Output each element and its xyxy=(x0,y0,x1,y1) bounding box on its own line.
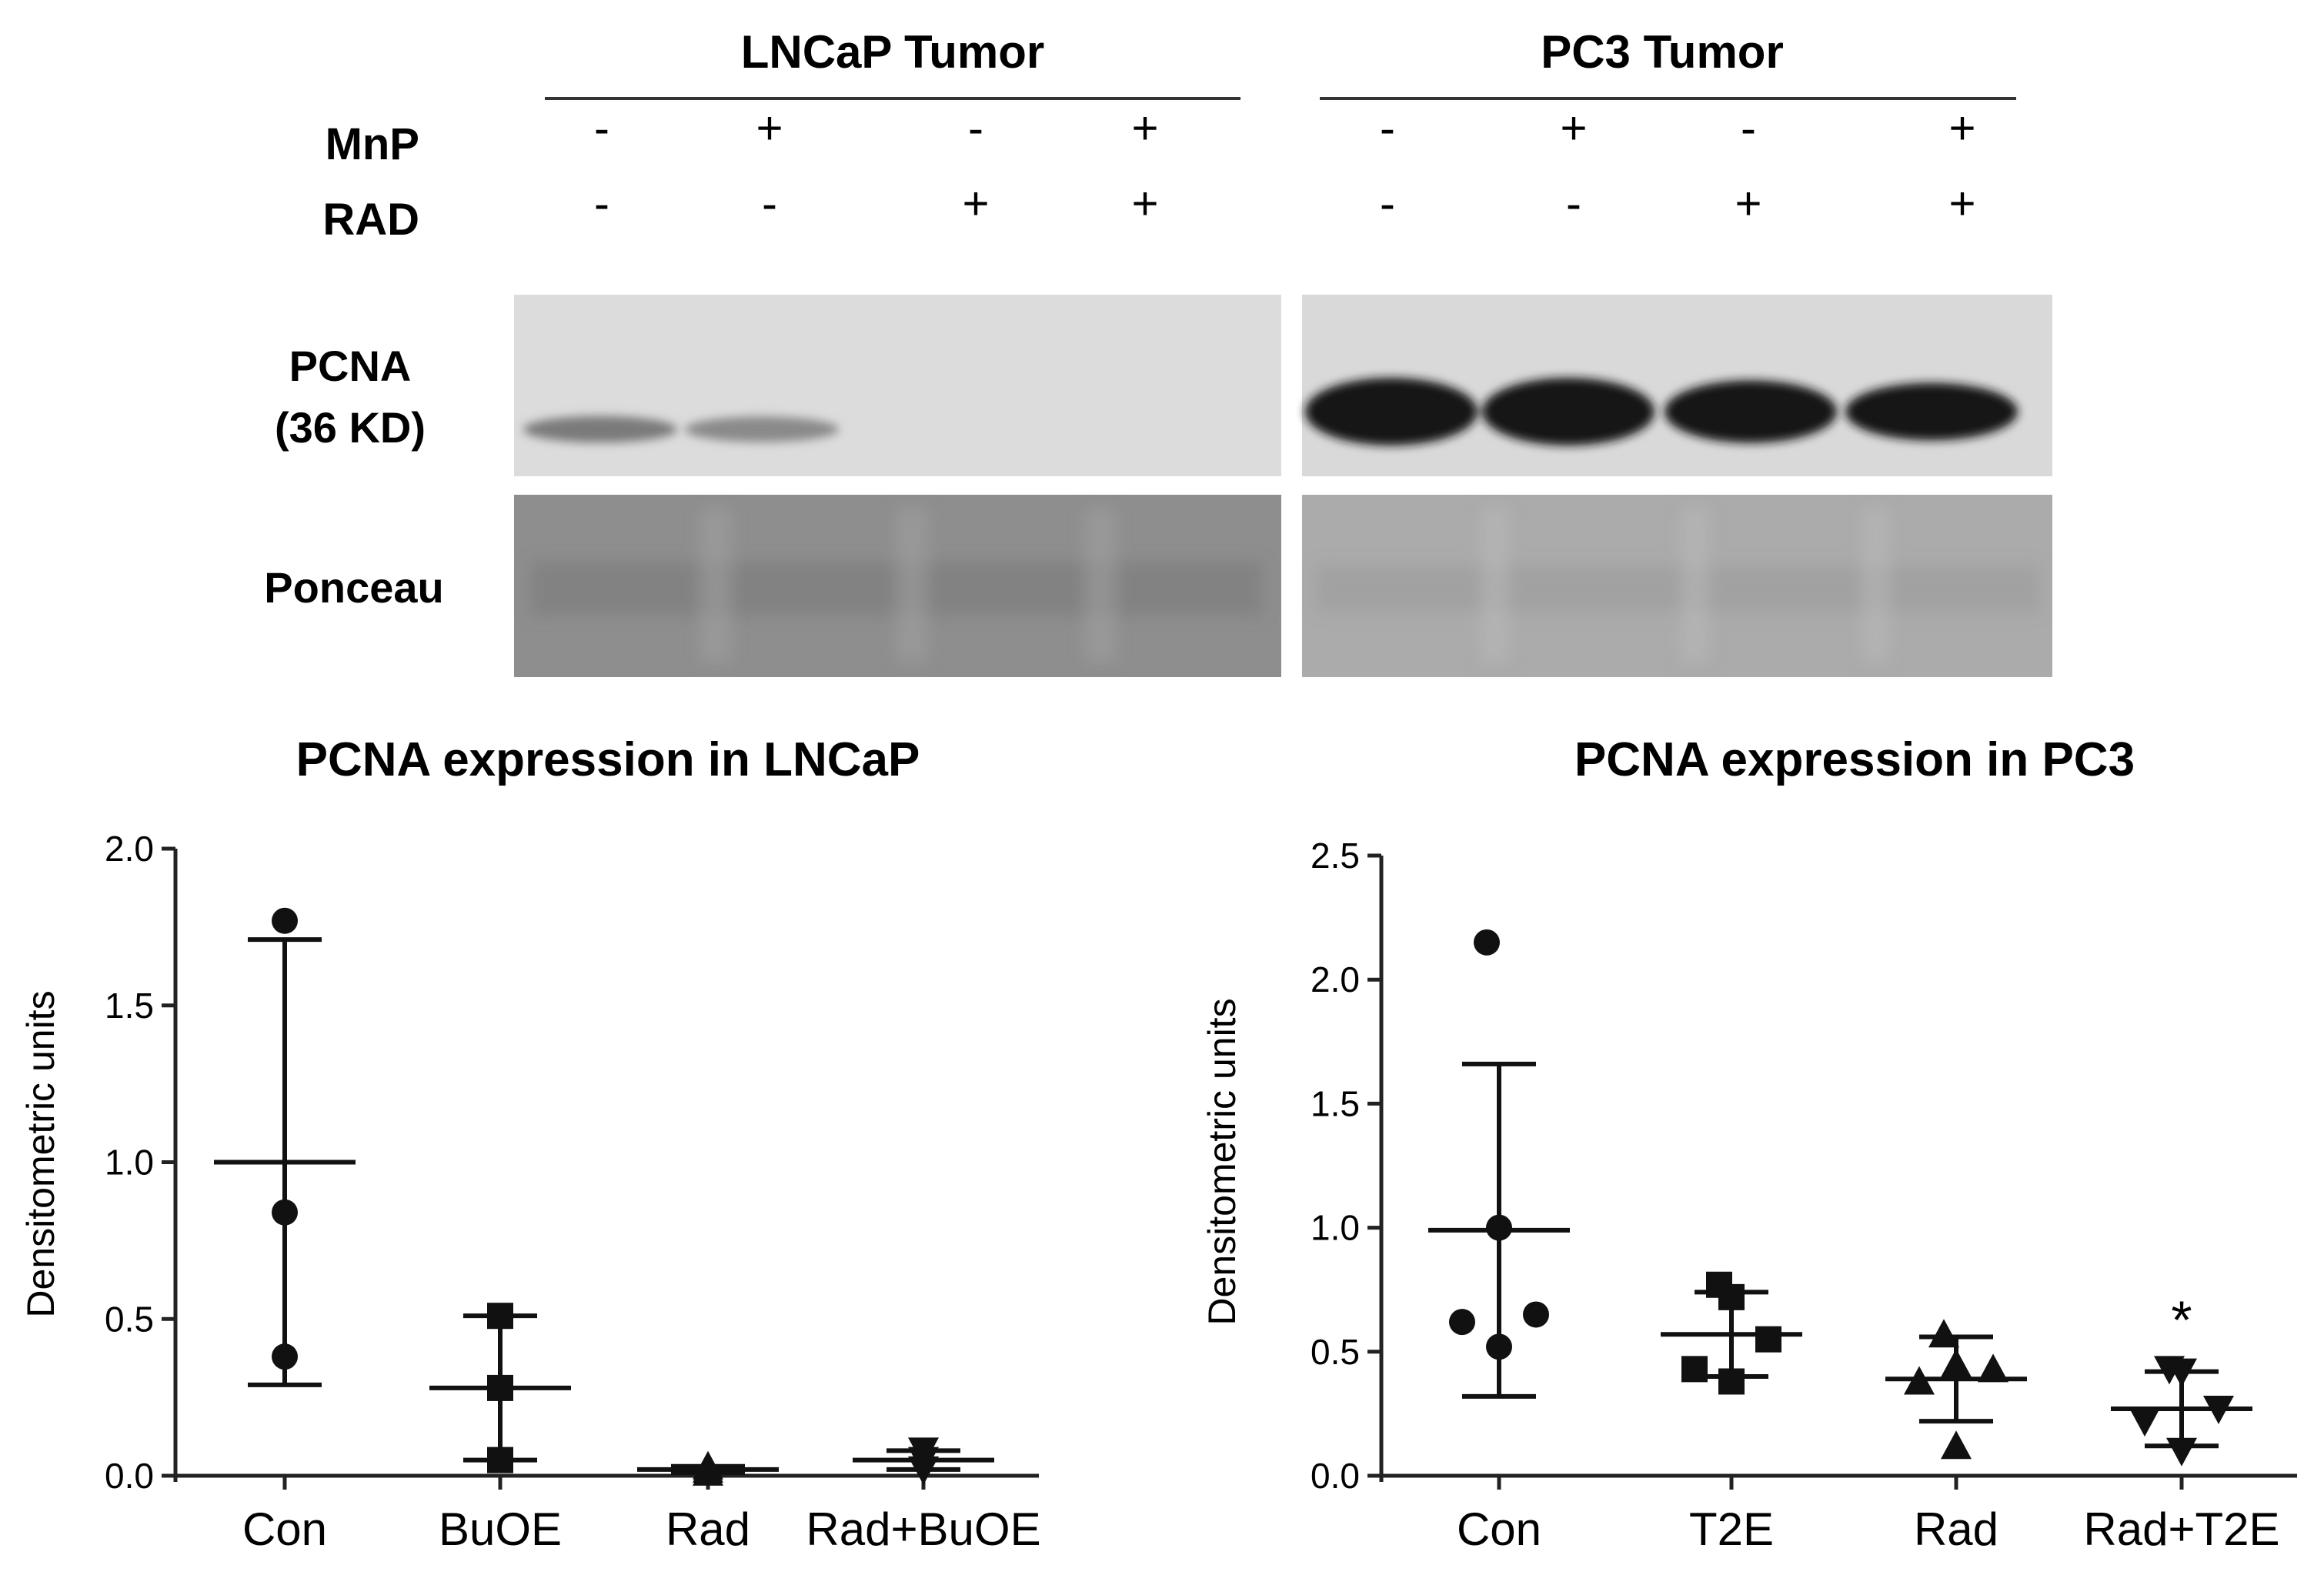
data-point xyxy=(1486,1333,1512,1360)
treatment-sign-rad: + xyxy=(1948,178,1975,229)
data-point xyxy=(487,1374,513,1401)
y-tick-label: 2.0 xyxy=(105,829,154,869)
treatment-sign-rad: + xyxy=(1735,178,1761,229)
data-point xyxy=(1904,1366,1935,1395)
treatment-sign-rad: + xyxy=(1131,178,1158,229)
chart-pc3: PCNA expression in PC3 Densitometric uni… xyxy=(1200,733,2297,1555)
data-point xyxy=(1449,1309,1475,1336)
chart-pc3-title: PCNA expression in PC3 xyxy=(1574,733,2135,786)
pc3-pcna-band xyxy=(1305,378,1478,445)
y-tick-label: 2.5 xyxy=(1311,836,1360,876)
significance-marker: * xyxy=(2171,1290,2192,1350)
x-tick-label: Rad xyxy=(1914,1503,1998,1555)
lncap-tumor-header: LNCaP Tumor xyxy=(741,26,1044,78)
ponceau-texture xyxy=(531,508,2039,662)
x-tick-label: Con xyxy=(242,1503,327,1555)
pcna-bands xyxy=(523,378,2018,445)
lncap-pcna-blot xyxy=(514,295,1281,476)
treatment-sign-rad: - xyxy=(594,178,609,229)
data-point xyxy=(693,1457,723,1486)
pc3-pcna-band xyxy=(1845,382,2018,441)
x-tick-label: Rad+BuOE xyxy=(806,1503,1040,1555)
chart-pc3-plot: 0.0 0.5 1.0 1.5 2.0 2.5 Con T2E Rad Rad+T2E * xyxy=(1311,836,2297,1555)
chart-lncap-ylabel: Densitometric units xyxy=(19,990,62,1317)
data-point xyxy=(272,1199,298,1226)
y-tick-label: 1.5 xyxy=(105,986,154,1026)
treatment-sign-rad: + xyxy=(962,178,989,229)
treatment-sign-mnp: + xyxy=(1131,102,1158,154)
data-point xyxy=(272,907,298,934)
treatment-sign-rad: - xyxy=(1566,178,1581,229)
data-point xyxy=(1941,1348,1972,1377)
pcna-blot-label: PCNA xyxy=(289,342,412,390)
lncap-pcna-band xyxy=(523,415,677,443)
y-tick-label: 0.5 xyxy=(1311,1332,1360,1372)
data-point xyxy=(487,1447,513,1473)
y-tick-label: 0.0 xyxy=(1311,1456,1360,1496)
pc3-tumor-header: PC3 Tumor xyxy=(1541,26,1784,78)
data-point xyxy=(1681,1356,1708,1383)
rad-row-label: RAD xyxy=(322,195,419,245)
mnp-row-label: MnP xyxy=(326,119,419,169)
treatment-sign-mnp: + xyxy=(756,102,783,154)
data-point xyxy=(2166,1437,2197,1467)
y-tick-label: 2.0 xyxy=(1311,959,1360,999)
data-point xyxy=(2203,1395,2234,1424)
chart-lncap: PCNA expression in LNCaP Densitometric u… xyxy=(19,733,1041,1555)
treatment-sign-rad: - xyxy=(1380,178,1395,229)
data-point xyxy=(908,1456,939,1485)
treatment-sign-mnp: - xyxy=(968,102,983,154)
chart-pc3-ylabel: Densitometric units xyxy=(1200,998,1244,1325)
treatment-signs: - + - + - + - + - - + + - - + + xyxy=(594,102,1976,229)
x-tick-label: Rad+T2E xyxy=(2083,1503,2279,1555)
data-point xyxy=(1928,1319,1959,1348)
data-point xyxy=(1523,1301,1549,1328)
treatment-sign-mnp: + xyxy=(1560,102,1587,154)
chart-lncap-title: PCNA expression in LNCaP xyxy=(296,733,920,786)
data-point xyxy=(487,1303,513,1330)
data-point xyxy=(1755,1326,1781,1353)
x-tick-label: Con xyxy=(1457,1503,1541,1555)
data-point xyxy=(1486,1214,1512,1241)
x-tick-label: BuOE xyxy=(439,1503,562,1555)
western-blot-panel: LNCaP Tumor PC3 Tumor MnP RAD - + - + - + - +- -… xyxy=(264,26,2052,677)
treatment-sign-mnp: - xyxy=(594,102,609,154)
y-tick-label: 1.5 xyxy=(1311,1083,1360,1123)
treatment-sign-mnp: - xyxy=(1380,102,1395,154)
y-tick-label: 1.0 xyxy=(1311,1208,1360,1248)
data-point xyxy=(1978,1353,2008,1383)
treatment-sign-rad: - xyxy=(762,178,777,229)
x-tick-label: T2E xyxy=(1689,1503,1774,1555)
pc3-pcna-band xyxy=(1665,380,1837,443)
y-tick-label: 1.0 xyxy=(105,1143,154,1183)
treatment-sign-mnp: - xyxy=(1741,102,1756,154)
ponceau-label: Ponceau xyxy=(264,563,443,612)
data-point xyxy=(2166,1358,2197,1387)
data-point xyxy=(1718,1283,1745,1310)
data-point xyxy=(272,1343,298,1370)
lncap-pcna-band xyxy=(685,416,839,442)
pc3-pcna-band xyxy=(1482,378,1655,445)
data-point xyxy=(1718,1368,1745,1395)
treatment-sign-mnp: + xyxy=(1948,102,1975,154)
y-tick-label: 0.0 xyxy=(105,1456,154,1496)
data-point xyxy=(2129,1408,2160,1437)
data-point xyxy=(1941,1430,1972,1460)
x-tick-label: Rad xyxy=(666,1503,750,1555)
y-tick-label: 0.5 xyxy=(105,1299,154,1339)
data-point xyxy=(1474,929,1500,956)
chart-lncap-plot: 0.0 0.5 1.0 1.5 2.0 Con BuOE Rad Rad+BuOE xyxy=(105,829,1041,1555)
pcna-blot-size-label: (36 KD) xyxy=(275,403,426,452)
